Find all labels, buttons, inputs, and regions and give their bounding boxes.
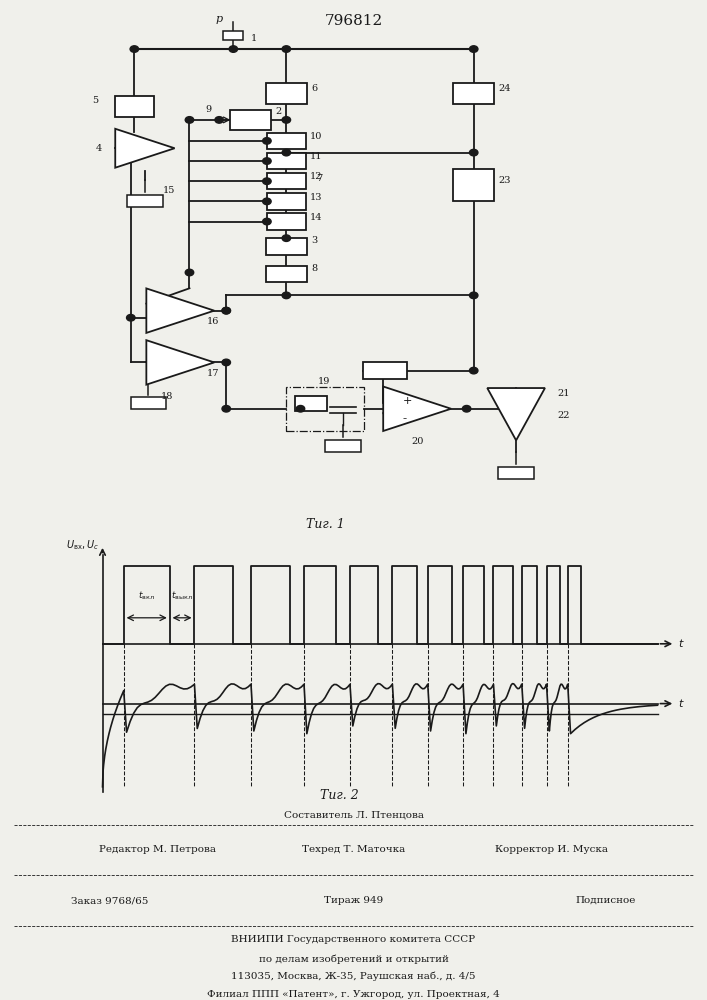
Text: Филиал ППП «Патент», г. Ужгород, ул. Проектная, 4: Филиал ППП «Патент», г. Ужгород, ул. Про… — [207, 990, 500, 999]
Bar — [267, 213, 305, 230]
Circle shape — [282, 46, 291, 52]
Circle shape — [262, 218, 271, 225]
Circle shape — [469, 46, 478, 52]
Polygon shape — [146, 288, 214, 333]
Bar — [453, 83, 494, 104]
Polygon shape — [115, 129, 175, 168]
Circle shape — [130, 46, 139, 52]
Bar — [223, 31, 243, 40]
Bar — [267, 173, 305, 189]
Circle shape — [282, 149, 291, 156]
Bar — [363, 362, 407, 379]
Text: 11: 11 — [310, 152, 322, 161]
Text: 796812: 796812 — [325, 14, 382, 28]
Text: 19: 19 — [318, 377, 331, 386]
Circle shape — [469, 149, 478, 156]
Text: 1: 1 — [251, 34, 257, 43]
Bar — [267, 133, 305, 149]
Text: 24: 24 — [498, 84, 511, 93]
Bar — [266, 238, 307, 255]
Circle shape — [185, 269, 194, 276]
Circle shape — [222, 307, 230, 314]
Text: 5: 5 — [92, 96, 98, 105]
Text: 7: 7 — [316, 174, 322, 183]
Circle shape — [215, 117, 223, 123]
Circle shape — [469, 367, 478, 374]
Text: p: p — [216, 14, 223, 24]
Text: 13: 13 — [310, 193, 322, 202]
Text: 18: 18 — [161, 392, 174, 401]
Text: 23: 23 — [498, 176, 511, 185]
Text: Τиг. 1: Τиг. 1 — [306, 518, 344, 531]
Bar — [498, 467, 534, 479]
Bar — [267, 193, 305, 210]
Text: по делам изобретений и открытий: по делам изобретений и открытий — [259, 954, 448, 964]
Bar — [325, 440, 361, 452]
Bar — [127, 195, 163, 207]
Text: 22: 22 — [557, 411, 570, 420]
Text: t: t — [679, 639, 683, 649]
Bar — [115, 96, 154, 117]
Text: Тираж 949: Тираж 949 — [324, 896, 383, 905]
Text: $U_{\rm вх}, U_c$: $U_{\rm вх}, U_c$ — [66, 538, 99, 552]
Circle shape — [469, 292, 478, 299]
Text: Подписное: Подписное — [576, 896, 636, 905]
Polygon shape — [146, 340, 214, 385]
Polygon shape — [383, 387, 451, 431]
Circle shape — [127, 314, 135, 321]
Circle shape — [282, 292, 291, 299]
Circle shape — [296, 405, 305, 412]
Text: 10: 10 — [310, 132, 322, 141]
Circle shape — [282, 117, 291, 123]
Bar — [296, 396, 327, 411]
Circle shape — [222, 307, 230, 314]
Text: 6: 6 — [311, 84, 317, 93]
Text: Корректор И. Муска: Корректор И. Муска — [495, 845, 608, 854]
Circle shape — [462, 405, 471, 412]
Text: 113035, Москва, Ж-35, Раушская наб., д. 4/5: 113035, Москва, Ж-35, Раушская наб., д. … — [231, 972, 476, 981]
Text: t: t — [679, 699, 683, 709]
Circle shape — [262, 178, 271, 184]
Circle shape — [229, 46, 238, 52]
Text: -: - — [403, 412, 407, 425]
Text: 20: 20 — [411, 437, 424, 446]
Circle shape — [185, 117, 194, 123]
Bar — [453, 169, 494, 201]
Text: Τиг. 2: Τиг. 2 — [320, 789, 358, 802]
Text: ВНИИПИ Государственного комитета СССР: ВНИИПИ Государственного комитета СССР — [231, 935, 476, 944]
Text: 4: 4 — [95, 144, 102, 153]
Text: $t_{\rm выкл}$: $t_{\rm выкл}$ — [171, 590, 193, 602]
Circle shape — [222, 359, 230, 366]
Bar — [230, 110, 271, 130]
Bar — [131, 397, 166, 409]
Text: 3: 3 — [311, 236, 317, 245]
Circle shape — [262, 158, 271, 164]
Text: 21: 21 — [557, 389, 570, 398]
Bar — [266, 266, 307, 282]
Bar — [267, 153, 305, 169]
Circle shape — [262, 138, 271, 144]
Bar — [286, 387, 364, 431]
Text: 2: 2 — [276, 107, 282, 116]
Circle shape — [282, 235, 291, 241]
Text: Заказ 9768/65: Заказ 9768/65 — [71, 896, 148, 905]
Circle shape — [222, 405, 230, 412]
Text: 9: 9 — [205, 104, 211, 113]
Text: 15: 15 — [163, 186, 175, 195]
Text: Составитель Л. Птенцова: Составитель Л. Птенцова — [284, 810, 423, 819]
Text: +: + — [403, 396, 412, 406]
Text: 8: 8 — [311, 264, 317, 273]
Text: $t_{\rm вкл}$: $t_{\rm вкл}$ — [139, 590, 155, 602]
Text: 12: 12 — [310, 172, 322, 181]
Circle shape — [262, 198, 271, 205]
Polygon shape — [487, 388, 545, 440]
Text: Техред Т. Маточка: Техред Т. Маточка — [302, 845, 405, 854]
Bar — [266, 83, 307, 104]
Text: 17: 17 — [207, 369, 220, 378]
Text: 14: 14 — [310, 213, 322, 222]
Text: Редактор М. Петрова: Редактор М. Петрова — [99, 845, 216, 854]
Text: 16: 16 — [207, 317, 220, 326]
